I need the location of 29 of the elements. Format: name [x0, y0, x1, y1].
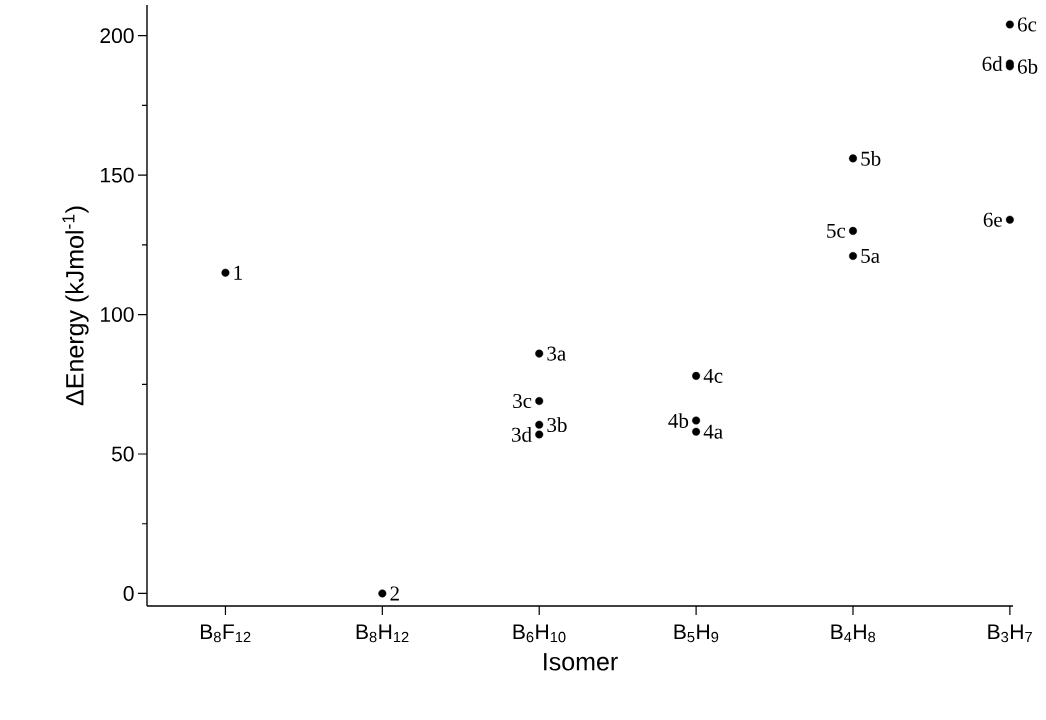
y-tick-label: 0: [123, 586, 134, 601]
annotation: 3d: [512, 427, 532, 442]
annotation: 4c: [703, 368, 723, 383]
annotation: 1: [234, 265, 242, 280]
x-tick-label: B$_{8}$H$_{12}$: [356, 624, 409, 643]
annotation: 5c: [827, 223, 846, 238]
x-tick-label: B$_{5}$H$_{9}$: [674, 624, 719, 643]
x-tick-label: B$_{8}$F$_{12}$: [200, 624, 251, 643]
annotation: 3b: [547, 417, 567, 433]
x-axis-title: Isomer: [544, 653, 618, 671]
annotation: 3a: [547, 346, 566, 361]
annotation: 4a: [703, 424, 723, 439]
x-tick-label: B$_{6}$H$_{10}$: [513, 624, 566, 643]
annotation: 6b: [1017, 58, 1038, 74]
y-tick-label: 50: [111, 446, 134, 462]
annotation: 6c: [1017, 17, 1037, 32]
annotation: 2: [390, 586, 399, 601]
annotation: 4b: [668, 413, 689, 428]
annotation: 5a: [861, 249, 880, 263]
annotation: 6e: [983, 212, 1002, 227]
x-tick-label: B$_{3}$H$_{7}$: [988, 624, 1032, 643]
annotation: 6d: [982, 56, 1003, 71]
y-tick-label: 150: [101, 167, 134, 183]
y-tick-label: 200: [100, 28, 134, 44]
annotation: 3c: [513, 393, 532, 409]
annotation: 5b: [861, 150, 881, 166]
x-tick-label: B$_{4}$H$_{8}$: [831, 624, 876, 643]
y-axis-title: ΔEnergy (kJmol$^{-1}$): [62, 206, 89, 406]
y-tick-label: 100: [101, 307, 134, 322]
